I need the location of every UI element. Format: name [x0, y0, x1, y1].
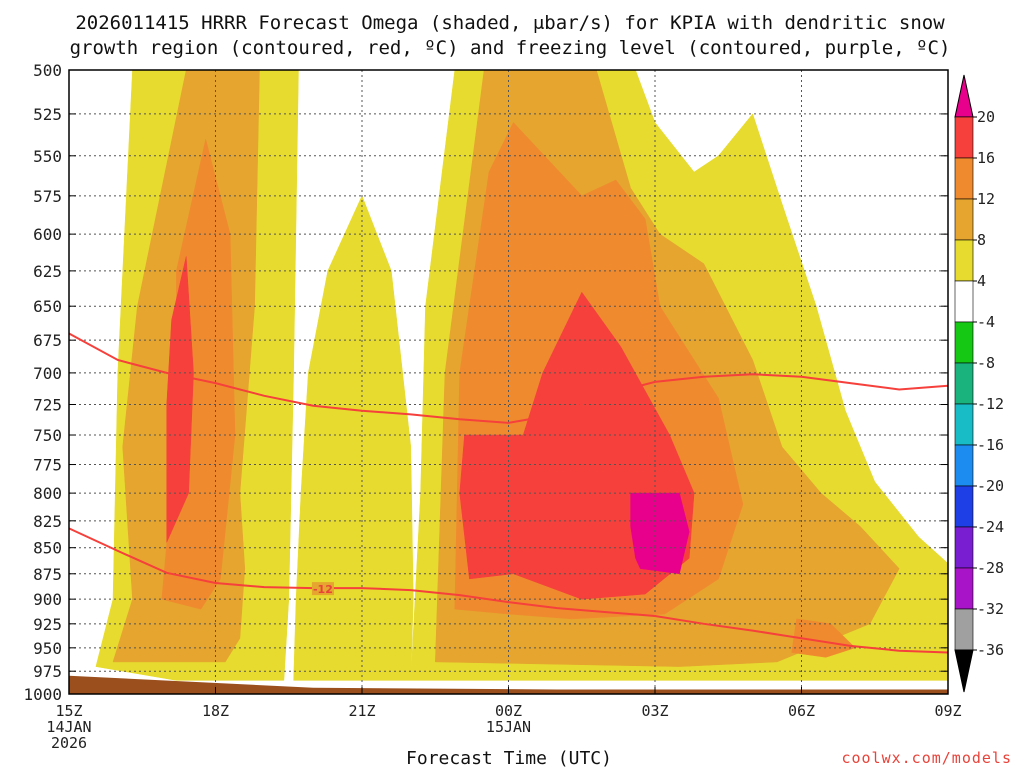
dgz-contour-0 [68, 332, 949, 424]
colorbar-bin [954, 567, 974, 610]
colorbar-tick-label: -32 [977, 600, 1004, 618]
colorbar-tick-label: 16 [977, 149, 995, 167]
dgz-contour-1 [68, 527, 949, 654]
colorbar: 20 16 12 8 4 -4 -8 -12 -16 -20 -24 -28 -32 -36 [954, 74, 1004, 693]
y-axis-ticks: 500 525 550 575 600 625 650 675 700 725 750 775 800 8… [23, 61, 948, 704]
x-tick-label: 21Z [348, 702, 375, 720]
y-tick-label: 650 [33, 297, 62, 316]
colorbar-tick-label: 20 [977, 108, 995, 126]
y-tick-label: 675 [33, 331, 62, 350]
y-tick-label: 825 [33, 512, 62, 531]
x-tick-label: 00Z [495, 702, 522, 720]
y-tick-label: 800 [33, 484, 62, 503]
omega-shading [95, 69, 949, 681]
x-tick-date: 14JAN [46, 718, 91, 736]
y-tick-label: 700 [33, 364, 62, 383]
x-tick-label: 03Z [641, 702, 668, 720]
colorbar-bin [954, 608, 974, 651]
colorbar-tick-label: -28 [977, 559, 1004, 577]
contour-label: -12 [313, 583, 333, 596]
colorbar-tick-label: 8 [977, 231, 986, 249]
x-tick-label: 09Z [934, 702, 961, 720]
colorbar-tick-label: -16 [977, 436, 1004, 454]
colorbar-bin-top [954, 74, 974, 118]
x-tick-label: 15Z [55, 702, 82, 720]
colorbar-tick-label: -8 [977, 354, 995, 372]
colorbar-tick-label: -24 [977, 518, 1004, 536]
omega-region-4-8-1 [293, 195, 414, 681]
x-tick-date: 15JAN [486, 718, 531, 736]
y-tick-label: 725 [33, 395, 62, 414]
y-tick-label: 500 [33, 61, 62, 80]
colorbar-tick-label: 4 [977, 272, 986, 290]
y-tick-label: 600 [33, 225, 62, 244]
colorbar-tick-label: 12 [977, 190, 995, 208]
omega-region->20-10 [630, 492, 690, 575]
colorbar-tick-label: -20 [977, 477, 1004, 495]
colorbar-bin [954, 321, 974, 364]
y-tick-label: 775 [33, 456, 62, 475]
colorbar-bin-bottom [954, 649, 974, 693]
contour-label-bg [311, 582, 334, 596]
colorbar-bin [954, 239, 974, 282]
colorbar-bin [954, 485, 974, 528]
x-axis-title: Forecast Time (UTC) [406, 748, 612, 768]
colorbar-bin [954, 198, 974, 241]
y-tick-label: 525 [33, 105, 62, 124]
y-tick-label: 750 [33, 426, 62, 445]
y-tick-label: 975 [33, 662, 62, 681]
colorbar-bin [954, 403, 974, 446]
x-tick-label: 18Z [202, 702, 229, 720]
y-tick-label: 950 [33, 639, 62, 658]
y-tick-label: 850 [33, 539, 62, 558]
dgz-contours: -12 [68, 332, 949, 654]
y-tick-label: 1000 [23, 685, 62, 704]
omega-region-16-20-8 [166, 256, 194, 543]
y-tick-label: 575 [33, 187, 62, 206]
x-tick-label: 06Z [788, 702, 815, 720]
colorbar-tick-label: -36 [977, 641, 1004, 659]
y-tick-label: 875 [33, 565, 62, 584]
chart-title-line-1: 2026011415 HRRR Forecast Omega (shaded, … [75, 12, 945, 34]
y-tick-label: 925 [33, 615, 62, 634]
colorbar-bin [954, 157, 974, 200]
terrain-fill [69, 675, 948, 694]
terrain-strip [69, 675, 948, 694]
colorbar-bin [954, 116, 974, 159]
colorbar-bin [954, 280, 974, 323]
colorbar-bin [954, 362, 974, 405]
y-tick-label: 550 [33, 147, 62, 166]
colorbar-bin [954, 526, 974, 569]
y-tick-label: 900 [33, 590, 62, 609]
credit-text: coolwx.com/models [841, 749, 1012, 767]
chart-title-line-2: growth region (contoured, red, ºC) and f… [70, 37, 951, 59]
colorbar-bin [954, 444, 974, 487]
y-tick-label: 625 [33, 262, 62, 281]
colorbar-tick-label: -12 [977, 395, 1004, 413]
colorbar-tick-label: -4 [977, 313, 995, 331]
x-tick-year: 2026 [51, 734, 87, 752]
